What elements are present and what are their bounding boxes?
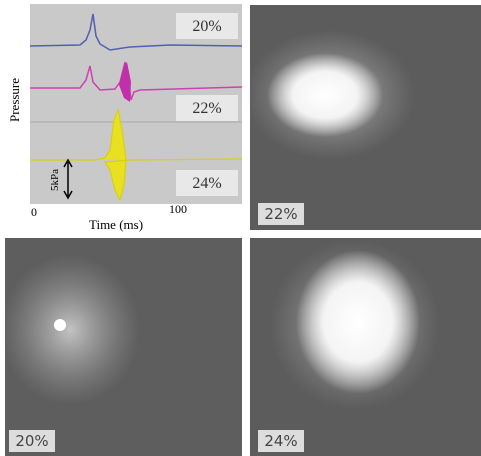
- figure: 5kPa 20% 22% 24% Pressure 0 100 Time (ms…: [0, 0, 481, 456]
- pressure-panel: 5kPa 20% 22% 24% Pressure 0 100 Time (ms…: [7, 4, 242, 232]
- y-axis-label: Pressure: [7, 78, 22, 122]
- photo-panel: 24%: [250, 238, 481, 456]
- photo-label: 22%: [264, 205, 297, 223]
- x-axis-label: Time (ms): [89, 217, 143, 232]
- spark: [54, 319, 66, 331]
- trace-label: 22%: [192, 100, 221, 117]
- photo-panel: 20%: [0, 238, 242, 456]
- x-tick-label: 0: [31, 205, 37, 219]
- trace-label: 24%: [192, 175, 221, 192]
- glow: [0, 255, 140, 405]
- trace-label: 20%: [192, 18, 221, 35]
- x-tick-label: 100: [169, 202, 187, 216]
- photo-panel: 22%: [245, 5, 481, 230]
- photo-label: 20%: [15, 432, 48, 450]
- photo-label: 24%: [264, 432, 297, 450]
- flame: [267, 53, 383, 137]
- scale-label: 5kPa: [49, 169, 61, 191]
- flame: [296, 250, 420, 394]
